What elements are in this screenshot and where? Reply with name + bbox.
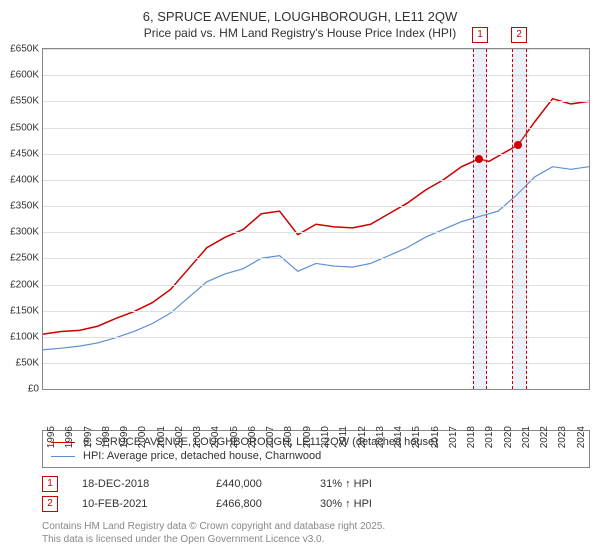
x-axis-label: 2009 xyxy=(298,426,313,448)
x-axis-label: 1997 xyxy=(79,426,94,448)
x-axis-label: 2007 xyxy=(261,426,276,448)
marker-row: 1 18-DEC-2018 £440,000 31% ↑ HPI xyxy=(42,474,590,494)
x-axis-label: 2023 xyxy=(553,426,568,448)
marker-badge: 1 xyxy=(42,476,58,492)
x-axis-label: 2019 xyxy=(480,426,495,448)
chart-series-line xyxy=(43,99,589,334)
chart-title: 6, SPRUCE AVENUE, LOUGHBOROUGH, LE11 2QW xyxy=(0,8,600,26)
marker-price: £466,800 xyxy=(216,498,296,510)
x-axis-label: 2000 xyxy=(133,426,148,448)
x-axis-labels: 1995199619971998199920002001200220032004… xyxy=(42,390,590,426)
y-axis-label: £0 xyxy=(28,384,43,395)
legend-label: HPI: Average price, detached house, Char… xyxy=(83,450,321,462)
x-axis-label: 2011 xyxy=(334,426,349,448)
y-axis-label: £550K xyxy=(10,96,43,107)
sale-marker-badge: 1 xyxy=(472,27,488,43)
marker-price: £440,000 xyxy=(216,478,296,490)
license-line: Contains HM Land Registry data © Crown c… xyxy=(42,520,590,533)
x-axis-label: 2014 xyxy=(389,426,404,448)
marker-date: 10-FEB-2021 xyxy=(82,498,192,510)
y-axis-label: £650K xyxy=(10,44,43,55)
x-axis-label: 2004 xyxy=(206,426,221,448)
marker-row: 2 10-FEB-2021 £466,800 30% ↑ HPI xyxy=(42,494,590,514)
marker-badge: 2 xyxy=(42,496,58,512)
sale-marker-band: 2 xyxy=(512,49,527,389)
y-axis-label: £350K xyxy=(10,201,43,212)
x-axis-label: 2002 xyxy=(170,426,185,448)
x-axis-label: 2003 xyxy=(188,426,203,448)
x-axis-label: 2016 xyxy=(426,426,441,448)
x-axis-label: 2022 xyxy=(535,426,550,448)
x-axis-label: 2024 xyxy=(572,426,587,448)
x-axis-label: 2017 xyxy=(444,426,459,448)
y-axis-label: £500K xyxy=(10,122,43,133)
chart-subtitle: Price paid vs. HM Land Registry's House … xyxy=(0,26,600,40)
marker-pct: 31% ↑ HPI xyxy=(320,478,420,490)
x-axis-label: 2001 xyxy=(152,426,167,448)
y-axis-label: £150K xyxy=(10,305,43,316)
x-axis-label: 1998 xyxy=(97,426,112,448)
y-axis-label: £50K xyxy=(16,358,43,369)
marker-table: 1 18-DEC-2018 £440,000 31% ↑ HPI 2 10-FE… xyxy=(42,474,590,514)
x-axis-label: 2015 xyxy=(407,426,422,448)
x-axis-label: 2006 xyxy=(243,426,258,448)
y-axis-label: £250K xyxy=(10,253,43,264)
x-axis-label: 2020 xyxy=(499,426,514,448)
x-axis-label: 2008 xyxy=(279,426,294,448)
y-axis-label: £600K xyxy=(10,70,43,81)
x-axis-label: 1999 xyxy=(115,426,130,448)
y-axis-label: £100K xyxy=(10,331,43,342)
license-text: Contains HM Land Registry data © Crown c… xyxy=(42,520,590,546)
x-axis-label: 1995 xyxy=(42,426,57,448)
y-axis-label: £450K xyxy=(10,148,43,159)
y-axis-label: £300K xyxy=(10,227,43,238)
sale-marker-dot xyxy=(475,155,483,163)
x-axis-label: 2010 xyxy=(316,426,331,448)
title-block: 6, SPRUCE AVENUE, LOUGHBOROUGH, LE11 2QW… xyxy=(0,0,600,44)
x-axis-label: 2012 xyxy=(353,426,368,448)
x-axis-label: 2018 xyxy=(462,426,477,448)
y-axis-label: £200K xyxy=(10,279,43,290)
x-axis-label: 2021 xyxy=(517,426,532,448)
sale-marker-band: 1 xyxy=(473,49,488,389)
chart-lines-svg xyxy=(43,49,589,389)
legend-item: HPI: Average price, detached house, Char… xyxy=(51,449,581,463)
x-axis-label: 1996 xyxy=(60,426,75,448)
x-axis-label: 2005 xyxy=(225,426,240,448)
license-line: This data is licensed under the Open Gov… xyxy=(42,533,590,546)
sale-marker-dot xyxy=(514,141,522,149)
legend-swatch xyxy=(51,456,75,457)
marker-date: 18-DEC-2018 xyxy=(82,478,192,490)
y-axis-label: £400K xyxy=(10,174,43,185)
sale-marker-badge: 2 xyxy=(511,27,527,43)
chart-plot-area: £0£50K£100K£150K£200K£250K£300K£350K£400… xyxy=(42,48,590,390)
marker-pct: 30% ↑ HPI xyxy=(320,498,420,510)
x-axis-label: 2013 xyxy=(371,426,386,448)
